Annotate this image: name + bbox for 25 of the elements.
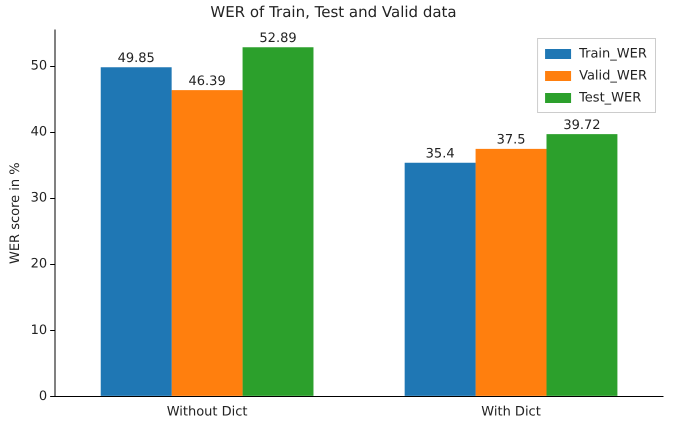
bar bbox=[172, 90, 243, 396]
data-label: 49.85 bbox=[118, 51, 155, 66]
y-tick-label: 10 bbox=[30, 322, 48, 338]
y-tick-label: 50 bbox=[30, 58, 48, 74]
data-label: 39.72 bbox=[563, 118, 601, 134]
bar bbox=[100, 67, 172, 396]
bar bbox=[476, 148, 546, 396]
legend-label: Train_WER bbox=[578, 46, 647, 62]
y-tick-label: 0 bbox=[38, 388, 48, 404]
bar bbox=[404, 162, 476, 396]
x-tick-label: Without Dict bbox=[166, 404, 248, 420]
y-tick-label: 40 bbox=[30, 124, 48, 140]
y-axis-title: WER score in % bbox=[8, 162, 24, 264]
data-label: 37.5 bbox=[496, 132, 526, 148]
data-label: 52.89 bbox=[259, 31, 297, 46]
data-label: 46.39 bbox=[188, 74, 226, 90]
y-tick-label: 20 bbox=[30, 256, 48, 272]
legend-label: Test_WER bbox=[578, 90, 642, 106]
bar bbox=[546, 134, 618, 396]
legend-label: Valid_WER bbox=[579, 68, 648, 84]
y-tick-label: 30 bbox=[30, 190, 48, 206]
x-tick-label: With Dict bbox=[481, 404, 541, 420]
data-label: 35.4 bbox=[426, 146, 455, 162]
chart-title: WER of Train, Test and Valid data bbox=[210, 2, 457, 21]
bar bbox=[242, 47, 314, 396]
